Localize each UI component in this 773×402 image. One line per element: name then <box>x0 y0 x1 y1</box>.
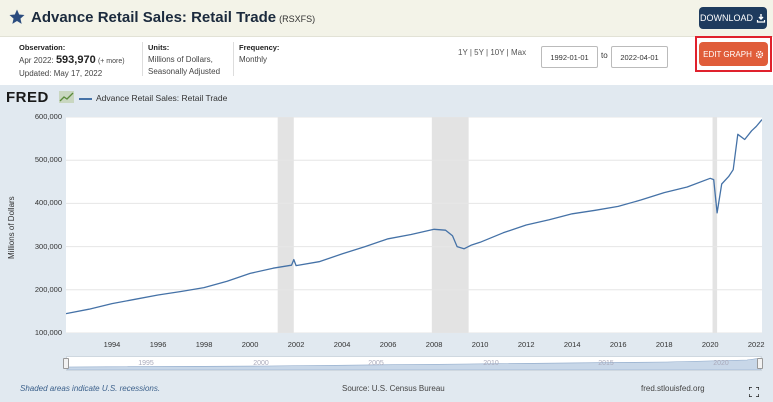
info-divider <box>233 42 234 76</box>
navigator-label: 1995 <box>138 360 154 367</box>
observation-date: Apr 2022: <box>19 56 54 65</box>
y-axis-title: Millions of Dollars <box>7 196 16 259</box>
x-tick-label: 2004 <box>333 340 351 349</box>
x-tick-label: 2018 <box>655 340 673 349</box>
fred-logo: FRED <box>6 89 49 106</box>
navigator-left-handle[interactable] <box>63 358 69 369</box>
x-tick-label: 2022 <box>747 340 765 349</box>
range-max[interactable]: Max <box>510 48 527 57</box>
start-date-input[interactable]: 1992-01-01 <box>541 46 598 68</box>
time-navigator[interactable] <box>66 356 762 371</box>
legend-swatch <box>79 98 92 100</box>
navigator-label: 2015 <box>598 360 614 367</box>
x-tick-label: 2000 <box>241 340 259 349</box>
y-tick-label: 500,000 <box>34 155 62 165</box>
source-label: Source: U.S. Census Bureau <box>342 384 445 393</box>
range-1y[interactable]: 1Y <box>458 48 468 57</box>
frequency-label: Frequency: <box>239 43 280 52</box>
series-id: (RSXFS) <box>279 14 316 24</box>
download-label: DOWNLOAD <box>699 13 753 23</box>
recession-band <box>431 117 469 333</box>
units-block: Units: Millions of Dollars, Seasonally A… <box>148 42 220 78</box>
navigator-sparkline <box>66 357 762 371</box>
navigator-label: 2020 <box>713 360 729 367</box>
line-chart <box>65 116 763 334</box>
y-tick-label: 100,000 <box>34 328 62 337</box>
end-date-input[interactable]: 2022-04-01 <box>611 46 668 68</box>
gear-icon <box>755 50 763 58</box>
observation-value-line: Apr 2022: 593,970 (+ more) <box>19 54 125 68</box>
x-tick-label: 1998 <box>195 340 213 349</box>
series-header: Advance Retail Sales: Retail Trade (RSXFS… <box>0 0 773 37</box>
units-line-2: Seasonally Adjusted <box>148 67 221 76</box>
legend-label: Advance Retail Sales: Retail Trade <box>96 93 228 103</box>
edit-graph-button[interactable]: EDIT GRAPH <box>699 42 768 66</box>
observation-block: Observation: Apr 2022: 593,970 (+ more) … <box>19 42 125 80</box>
y-tick-label: 200,000 <box>34 284 62 294</box>
download-icon <box>756 14 766 23</box>
info-divider <box>142 42 143 76</box>
x-tick-label: 2020 <box>701 340 719 349</box>
observation-more-link[interactable]: (+ more) <box>97 58 125 65</box>
frequency-value: Monthly <box>239 55 268 64</box>
recession-band <box>712 117 718 333</box>
x-tick-label: 2006 <box>379 340 397 349</box>
updated-date: Updated: May 17, 2022 <box>19 69 103 78</box>
x-tick-label: 2010 <box>471 340 489 349</box>
series-line <box>65 119 763 315</box>
edit-graph-label: EDIT GRAPH <box>703 49 752 59</box>
navigator-label: 2010 <box>483 360 499 367</box>
recession-band <box>277 117 294 333</box>
plot-area[interactable] <box>65 116 763 334</box>
series-title-text: Advance Retail Sales: Retail Trade <box>31 9 277 26</box>
x-tick-label: 2002 <box>287 340 305 349</box>
x-tick-label: 1996 <box>149 340 167 349</box>
recession-note: Shaded areas indicate U.S. recessions. <box>20 384 161 393</box>
x-tick-label: 2008 <box>425 340 443 349</box>
observation-label: Observation: <box>19 43 66 52</box>
y-tick-label: 600,000 <box>34 112 62 121</box>
units-line-1: Millions of Dollars, <box>148 55 213 64</box>
observation-value: 593,970 <box>55 54 96 66</box>
series-info-bar: Observation: Apr 2022: 593,970 (+ more) … <box>0 37 773 85</box>
frequency-block: Frequency: Monthly <box>239 42 279 66</box>
navigator-label: 2000 <box>253 360 269 367</box>
x-tick-label: 2014 <box>563 340 581 349</box>
navigator-label: 2005 <box>368 360 384 367</box>
y-tick-label: 400,000 <box>34 198 62 208</box>
range-5y[interactable]: 5Y <box>474 48 484 57</box>
edit-graph-highlight <box>695 36 772 72</box>
navigator-right-handle[interactable] <box>757 358 763 369</box>
date-to-label: to <box>601 51 608 60</box>
y-tick-label: 300,000 <box>34 241 62 251</box>
fullscreen-icon[interactable] <box>749 387 759 397</box>
fred-url-link[interactable]: fred.stlouisfed.org <box>641 384 705 393</box>
x-tick-label: 2012 <box>517 340 535 349</box>
favorite-star-icon[interactable] <box>8 8 26 26</box>
range-10y[interactable]: 10Y <box>490 48 505 57</box>
download-button[interactable]: DOWNLOAD <box>699 7 767 29</box>
units-label: Units: <box>148 43 170 52</box>
range-selector: 1Y | 5Y | 10Y | Max <box>458 48 527 57</box>
x-tick-label: 2016 <box>609 340 627 349</box>
x-tick-label: 1994 <box>103 340 121 349</box>
fred-mini-chart-icon <box>59 91 74 103</box>
series-title: Advance Retail Sales: Retail Trade (RSXFS… <box>31 9 315 26</box>
